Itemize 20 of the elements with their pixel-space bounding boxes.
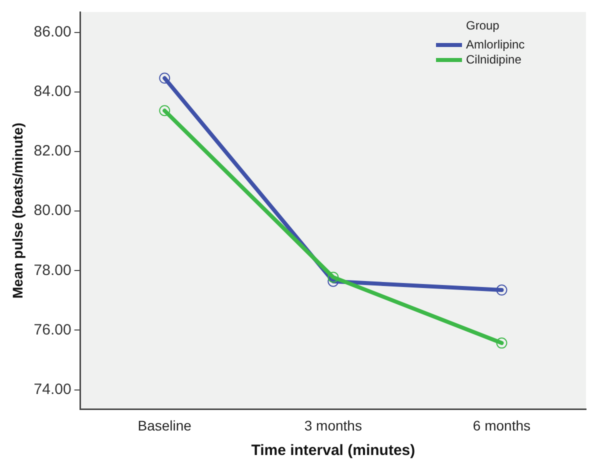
legend-label: Amlorlipinc (466, 37, 525, 52)
point (159, 105, 170, 116)
y-axis-title: Mean pulse (beats/minute) (9, 122, 26, 299)
x-tick-label: 3 months (304, 417, 362, 434)
y-tick-label: 86.00 (34, 23, 72, 40)
point (159, 72, 170, 84)
y-tick-label: 74.00 (34, 380, 72, 398)
x-tick-label: Baseline (138, 417, 192, 434)
y-tick-label: 80.00 (34, 202, 72, 220)
point (496, 338, 508, 349)
point (496, 284, 508, 296)
legend-label: Cilnidipine (466, 52, 522, 66)
legend-title: Group (466, 18, 500, 32)
y-tick-label: 76.00 (34, 321, 72, 338)
x-axis-title: Time interval (minutes) (251, 442, 416, 460)
y-tick-label: 84.00 (34, 83, 72, 100)
y-tick-label: 82.00 (34, 142, 72, 160)
x-tick-label: 6 months (472, 417, 531, 434)
y-tick-label: 78.00 (34, 262, 72, 279)
point (328, 272, 339, 283)
